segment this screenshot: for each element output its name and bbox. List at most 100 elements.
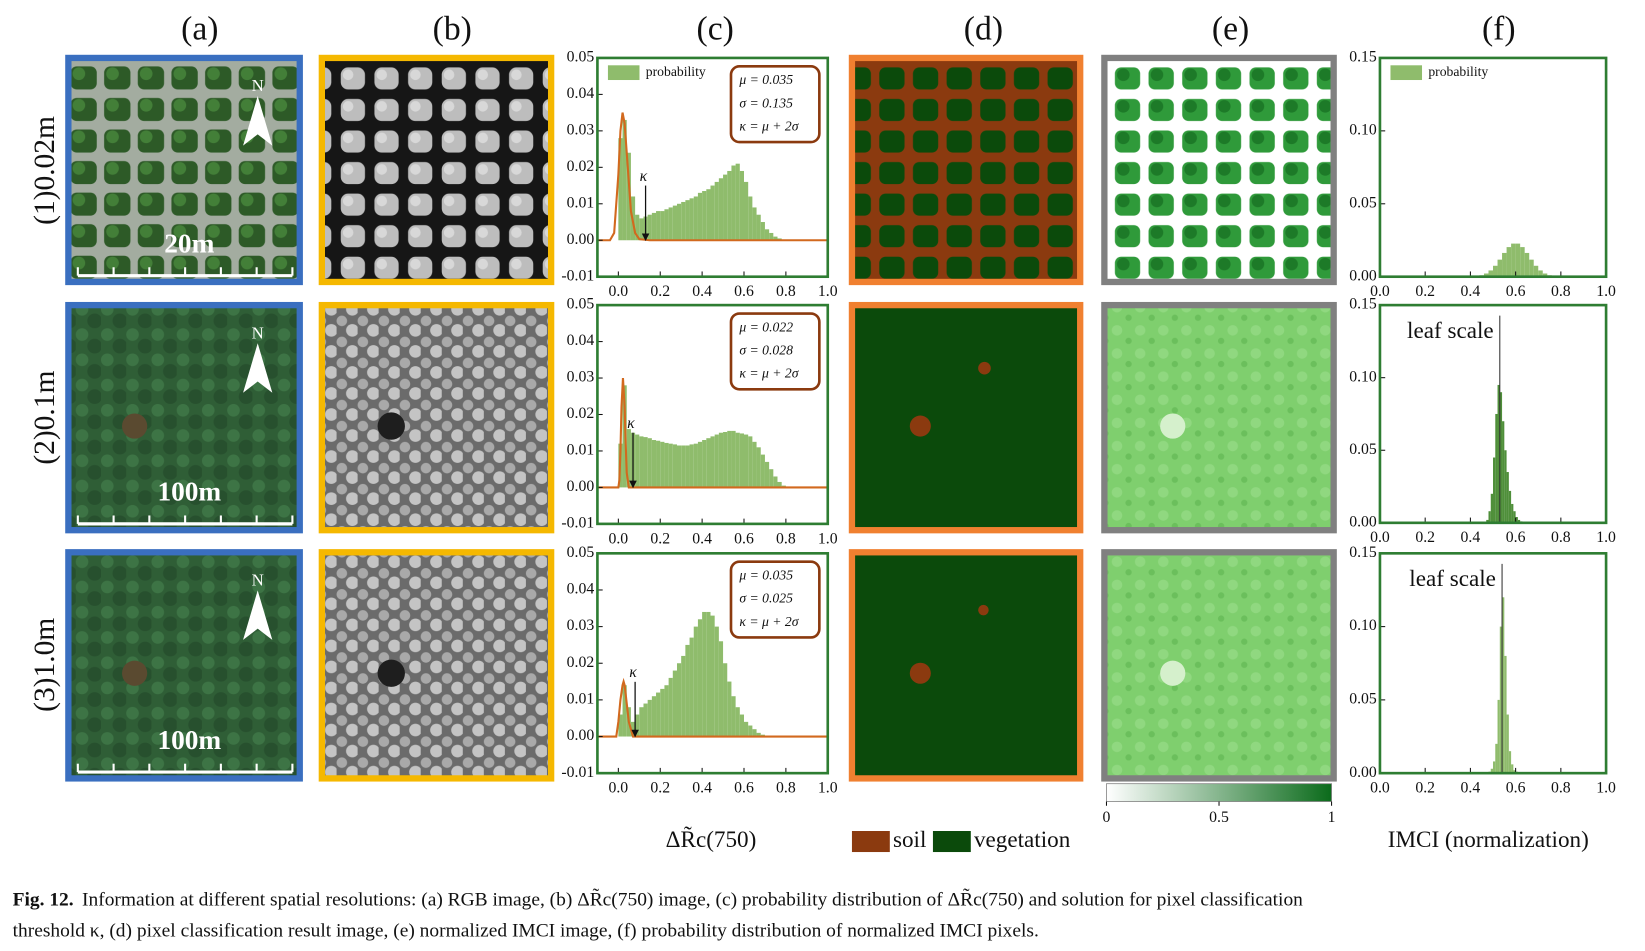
plot-frame [1378,303,1608,525]
x-tick-label: 0.6 [1506,529,1526,546]
histogram-bar [764,229,770,241]
histogram-bar [1493,761,1496,774]
x-tick-label: 0.2 [650,283,670,300]
legend-label: probability [1428,64,1488,79]
histogram-bar [760,222,765,241]
rgb-image [65,549,303,782]
histogram-bar [672,444,677,488]
histogram-bar [647,214,652,241]
caption-text: threshold κ, (d) pixel classification re… [13,920,1039,941]
histogram-bar [643,703,648,737]
histogram-bar [685,644,690,737]
y-tick-label: 0.01 [567,442,595,459]
histogram-bar [706,189,711,241]
histogram-bar [1511,243,1516,277]
soil-patch [122,413,148,439]
histogram-bar [1529,259,1534,277]
x-tick-label: 0.2 [650,530,670,547]
histogram-bar [1511,764,1514,774]
histogram-bar [739,714,744,737]
histogram-bar [697,441,703,488]
column-label: (d) [964,10,1003,47]
histogram-bar [735,707,740,737]
histogram-bar [1497,699,1500,774]
x-tick-label: 1.0 [1596,529,1616,546]
y-tick-label: 0.00 [1349,764,1377,781]
histogram-bar [723,663,728,737]
histogram-bar [1490,493,1494,523]
histogram-bar [635,714,640,737]
histogram-bar [672,670,677,737]
stats-box [729,560,821,639]
x-tick-label: 1.0 [818,530,838,547]
histogram-bar [739,433,744,488]
x-tick-label: 0.0 [1370,529,1390,546]
x-tick-label: 0.2 [650,780,670,797]
histogram-bar [618,714,623,737]
histogram-bar [1502,252,1507,277]
classification-image [848,301,1084,534]
histogram-bar [710,615,715,737]
reference-label: leaf scale [1407,318,1494,344]
histogram-bar [647,438,652,488]
histogram-bar [773,236,778,241]
histogram-bar [656,440,661,488]
image-panels [65,54,1337,782]
soil-spot [978,361,991,375]
colorbar-tick-label: 0 [1103,809,1111,826]
histogram-bar [651,440,657,488]
legend-label: probability [646,64,706,79]
plot-area [1379,553,1607,774]
histogram-bar [1495,743,1498,774]
x-tick-label: 0.6 [734,530,754,547]
histogram-bar [689,637,694,737]
north-label: N [252,76,264,95]
histogram-bar [685,445,690,488]
histogram-bar [743,721,749,737]
histogram-bar [1538,270,1543,277]
histogram-bar [718,432,724,488]
y-tick-label: 0.15 [1349,296,1377,313]
class-swatch [851,831,890,853]
reflectance-image [318,54,555,286]
y-tick-label: 0.10 [1349,121,1377,138]
y-tick-label: 0.05 [1349,441,1377,458]
histogram-bar [735,432,740,488]
histogram-bar [622,119,627,241]
histogram-bar [727,681,732,737]
x-tick-label: 0.4 [1461,529,1481,546]
histogram-bar [714,181,719,241]
y-tick-label: -0.01 [561,267,594,284]
histogram-bar [676,445,682,488]
histogram-bar [1486,519,1489,523]
x-tick-label: 0.0 [608,530,628,547]
histogram-bar [660,211,665,241]
histogram-bar [660,688,665,737]
histogram-bar [702,440,707,488]
row-label: (2)0.1m [29,371,61,465]
histogram-bar [664,442,669,488]
histogram-bar [731,696,736,737]
histogram-bar [622,685,627,737]
y-tick-label: 0.00 [1349,513,1377,530]
histogram-bar [626,429,631,488]
x-tick-label: 0.6 [1506,780,1526,797]
soil-spot [978,604,989,616]
histogram-bar [1502,421,1505,523]
y-tick-label: 0.05 [567,49,595,66]
histogram-bar [743,181,749,241]
charts: -0.010.000.010.020.030.040.050.0 0.2 0.4 0.… [561,49,1616,797]
histogram-bar [656,211,661,241]
histogram-bar [664,685,669,737]
north-arrow [243,590,273,640]
histogram-bar [752,441,757,488]
y-tick-label: 0.15 [1349,544,1377,561]
histogram-bar [1502,597,1505,774]
histogram-bar [1493,265,1498,277]
x-tick-label: 0.2 [1415,529,1435,546]
histogram-bar [1508,751,1512,774]
y-tick-label: 0.15 [1349,49,1377,66]
x-tick-label: 0.0 [1370,283,1390,300]
histogram-bar [689,198,694,241]
